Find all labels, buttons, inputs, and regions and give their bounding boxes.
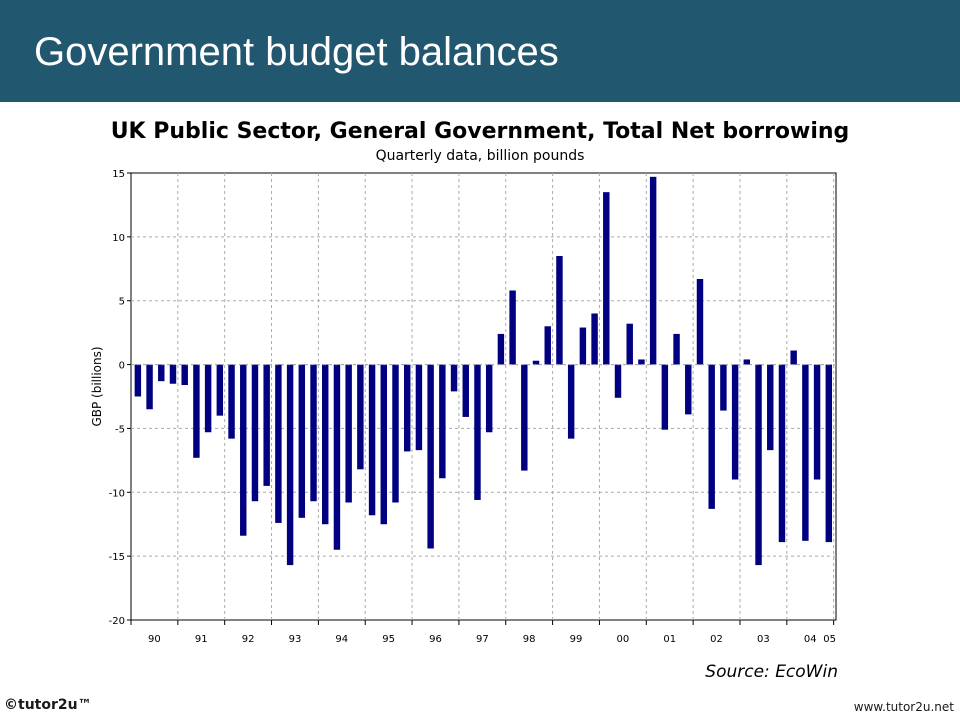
bar: [322, 364, 329, 525]
y-tick-label: -20: [109, 616, 125, 627]
chart-title: UK Public Sector, General Government, To…: [110, 119, 850, 144]
bar: [298, 364, 306, 518]
bar: [146, 364, 153, 410]
bar: [427, 364, 434, 549]
bar: [521, 364, 528, 471]
bar: [567, 364, 575, 439]
bar: [591, 313, 598, 365]
x-tick-label: 01: [663, 634, 676, 645]
bar: [485, 364, 493, 433]
bar: [696, 279, 704, 365]
bar: [380, 364, 388, 525]
bar: [368, 364, 376, 516]
bar: [755, 364, 762, 566]
bar: [240, 364, 247, 536]
x-tick-label: 90: [148, 634, 161, 645]
x-tick-label: 95: [382, 634, 395, 645]
bar: [626, 323, 633, 365]
slide-title: Government budget balances: [34, 30, 559, 74]
chart-subtitle: Quarterly data, billion pounds: [375, 148, 585, 164]
bar: [685, 364, 692, 415]
bar: [251, 364, 259, 502]
bar: [158, 364, 165, 382]
bar: [743, 359, 751, 365]
x-tick-label: 91: [195, 634, 208, 645]
bar: [790, 350, 797, 365]
bar: [134, 364, 142, 397]
bar: [228, 364, 235, 439]
bar: [767, 364, 774, 451]
slide-header: Government budget balances: [0, 0, 960, 102]
x-tick-label: 98: [523, 634, 536, 645]
bar: [778, 364, 786, 543]
bar: [345, 364, 352, 503]
bar: [603, 192, 610, 365]
x-tick-label: 00: [616, 634, 629, 645]
plot-area: [130, 172, 837, 621]
bar: [204, 364, 212, 433]
bar: [614, 364, 622, 398]
bar: [708, 364, 715, 509]
x-tick-label: 94: [335, 634, 348, 645]
y-tick-label: -15: [109, 552, 125, 563]
bar: [169, 364, 177, 384]
bar: [450, 364, 458, 392]
bar: [579, 327, 587, 365]
bar: [556, 256, 563, 365]
bar: [415, 364, 423, 451]
bar: [673, 333, 680, 365]
x-tick-label: 05: [823, 634, 836, 645]
bar: [263, 364, 270, 486]
bar: [825, 364, 833, 543]
bar: [638, 359, 645, 365]
bar: [474, 364, 481, 500]
tutor2u-logo: ©tutor2u™: [4, 697, 92, 713]
bar: [357, 364, 364, 470]
y-tick-label: 15: [112, 169, 125, 180]
x-tick-label: 93: [289, 634, 302, 645]
bar: [216, 364, 224, 416]
y-tick-label: 0: [119, 361, 125, 372]
chart-source: Source: EcoWin: [705, 662, 838, 682]
x-tick-label: 02: [710, 634, 723, 645]
bar: [310, 364, 317, 502]
bar: [720, 364, 727, 411]
bar: [661, 364, 669, 430]
bar: [731, 364, 739, 480]
x-tick-label: 03: [757, 634, 770, 645]
bar: [802, 364, 809, 541]
bar: [497, 333, 505, 365]
x-tick-label: 97: [476, 634, 489, 645]
bar: [462, 364, 469, 417]
x-tick-label: 96: [429, 634, 442, 645]
bar: [392, 364, 399, 503]
x-tick-label: 04: [804, 634, 817, 645]
bar: [275, 364, 282, 523]
footer-url[interactable]: www.tutor2u.net: [853, 700, 954, 714]
bar: [333, 364, 341, 550]
bar: [181, 364, 188, 386]
bar: [193, 364, 200, 458]
bar: [439, 364, 446, 479]
bar: [532, 360, 540, 365]
bar: [286, 364, 294, 566]
bar: [649, 176, 657, 365]
y-axis-label: GBP (billions): [90, 346, 104, 426]
bar: [544, 326, 551, 365]
y-tick-label: 10: [112, 233, 125, 244]
bar: [403, 364, 411, 452]
y-tick-label: -5: [115, 424, 125, 435]
x-tick-label: 92: [242, 634, 255, 645]
bar: [813, 364, 821, 480]
bar: [509, 290, 516, 365]
y-tick-label: 5: [119, 297, 125, 308]
y-tick-label: -10: [109, 488, 125, 499]
x-tick-label: 99: [570, 634, 583, 645]
